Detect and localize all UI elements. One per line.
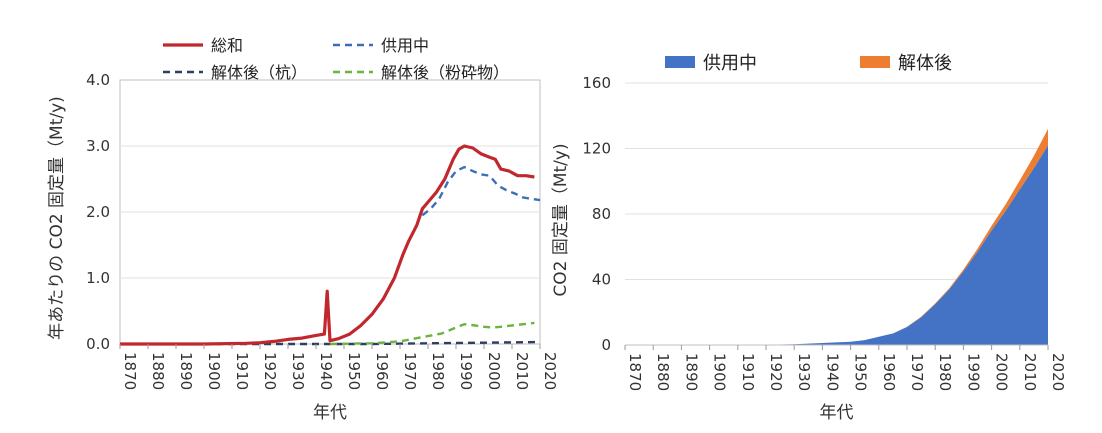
x-axis-title: 年代 (313, 403, 347, 423)
legend-label: 供用中 (703, 53, 757, 74)
x-tick-label: 1910 (739, 353, 757, 391)
x-tick-label: 2020 (1049, 353, 1067, 391)
series-group (120, 144, 541, 346)
series-line (329, 321, 535, 346)
series-line (120, 340, 541, 346)
legend: 供用中 解体後 (665, 53, 952, 74)
x-tick-label: 1880 (654, 353, 672, 391)
x-tick-label: 1870 (626, 353, 644, 391)
x-tick-label: 1940 (317, 352, 335, 390)
x-tick-label: 1890 (177, 352, 195, 390)
x-tick-label: 2010 (513, 352, 531, 390)
legend-label: 解体後（杭） (211, 63, 307, 82)
x-tick-label: 1990 (457, 352, 475, 390)
legend-label: 総和 (211, 36, 243, 55)
x-tick-label: 1950 (852, 353, 870, 391)
series-line (421, 165, 541, 217)
area-chart: 0 40 80 120 160 1870 1880 1890 1900 1910 1920 1930… (551, 53, 1067, 423)
y-tick-label: 80 (592, 205, 611, 223)
x-tick-label: 1960 (880, 353, 898, 391)
x-tick-label: 2010 (1021, 353, 1039, 391)
y-tick-label: 40 (592, 271, 611, 289)
y-tick-label: 1.0 (86, 269, 110, 287)
x-tick-labels: 1870 1880 1890 1900 1910 1920 1930 1940 1950 1960… (624, 345, 1067, 391)
y-axis-title: CO2 固定量（Mt/y) (551, 143, 571, 296)
legend-label: 解体後（粉砕物） (381, 63, 509, 82)
x-tick-label: 1970 (908, 353, 926, 391)
x-tick-label: 1920 (261, 352, 279, 390)
series-line (120, 144, 535, 346)
y-tick-label: 3.0 (86, 137, 110, 155)
y-tick-labels: 0 40 80 120 160 (582, 74, 611, 354)
legend-swatch (665, 56, 695, 68)
x-tick-label: 2020 (541, 352, 559, 390)
y-tick-label: 0 (601, 336, 611, 354)
x-tick-label: 1980 (936, 353, 954, 391)
x-tick-label: 1940 (823, 353, 841, 391)
y-tick-label: 0.0 (86, 335, 110, 353)
x-tick-label: 1910 (233, 352, 251, 390)
x-tick-label: 1960 (373, 352, 391, 390)
y-tick-label: 4.0 (86, 71, 110, 89)
x-tick-label: 1880 (149, 352, 167, 390)
legend-label: 供用中 (381, 36, 429, 55)
x-tick-label: 1930 (289, 352, 307, 390)
line-chart: 0.0 1.0 2.0 3.0 4.0 1870 1880 1890 1900 1910 1920… (47, 36, 559, 423)
series-area (625, 145, 1048, 345)
x-tick-label: 1950 (345, 352, 363, 390)
legend-label: 解体後 (898, 53, 952, 74)
y-tick-label: 2.0 (86, 203, 110, 221)
y-tick-label: 120 (582, 140, 611, 158)
x-tick-label: 1980 (429, 352, 447, 390)
x-tick-label: 1900 (711, 353, 729, 391)
x-tick-label: 1900 (205, 352, 223, 390)
x-tick-label: 2000 (485, 352, 503, 390)
x-tick-label: 1990 (964, 353, 982, 391)
x-tick-label: 1920 (767, 353, 785, 391)
y-axis-title: 年あたりの CO2 固定量（Mt/y) (47, 96, 67, 340)
series-group (625, 128, 1048, 345)
x-axis-title: 年代 (820, 403, 854, 423)
x-tick-label: 2000 (993, 353, 1011, 391)
x-tick-label: 1930 (795, 353, 813, 391)
x-tick-label: 1970 (401, 352, 419, 390)
x-tick-label: 1890 (682, 353, 700, 391)
x-tick-label: 1870 (121, 352, 139, 390)
x-tick-labels: 1870 1880 1890 1900 1910 1920 1930 1940 1950 1960… (119, 344, 559, 390)
y-tick-label: 160 (582, 74, 611, 92)
grid (120, 145, 540, 279)
y-tick-labels: 0.0 1.0 2.0 3.0 4.0 (86, 71, 110, 353)
legend-swatch (860, 56, 890, 68)
